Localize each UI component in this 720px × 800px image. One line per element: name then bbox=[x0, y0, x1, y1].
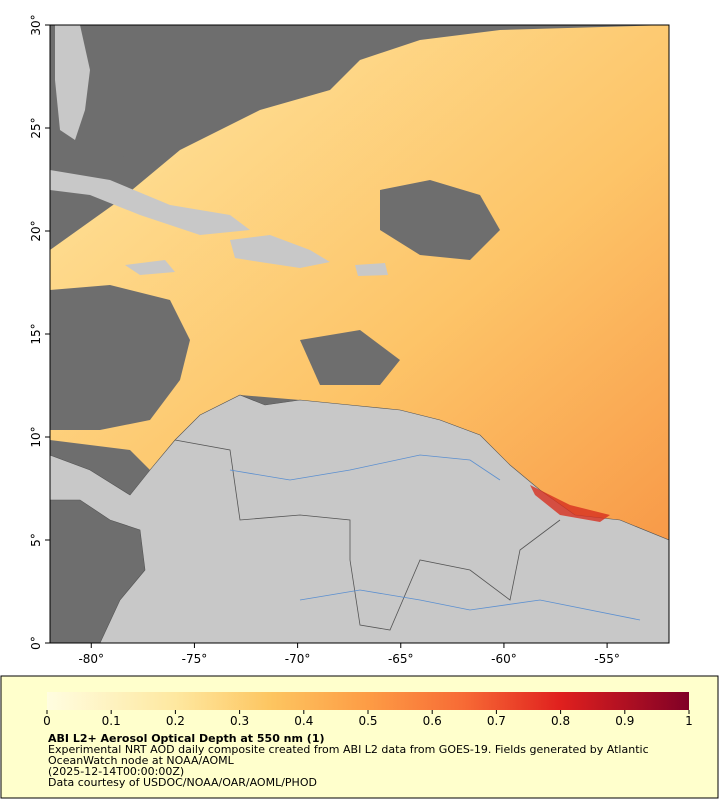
land bbox=[355, 263, 388, 276]
caption-title: ABI L2+ Aerosol Optical Depth at 550 nm … bbox=[48, 732, 325, 745]
land bbox=[50, 394, 669, 643]
aerosol-gap bbox=[50, 25, 330, 170]
x-tick-label: -75° bbox=[182, 652, 208, 666]
y-tick-label: 25° bbox=[29, 117, 43, 138]
land bbox=[230, 235, 330, 268]
colorbar-tick-label: 0 bbox=[43, 714, 51, 728]
y-tick-label: 15° bbox=[29, 323, 43, 344]
colorbar bbox=[47, 692, 689, 710]
y-tick-label: 5° bbox=[29, 533, 43, 547]
colorbar-tick-label: 0.9 bbox=[615, 714, 634, 728]
colorbar-tick-label: 0.8 bbox=[551, 714, 570, 728]
aerosol-gap bbox=[50, 285, 190, 430]
aerosol-gap bbox=[300, 330, 400, 385]
border bbox=[174, 439, 561, 631]
x-tick-label: -55° bbox=[594, 652, 620, 666]
aerosol-gap bbox=[380, 180, 500, 260]
caption-line: Data courtesy of USDOC/NOAA/OAR/AOML/PHO… bbox=[48, 776, 317, 789]
colorbar-tick-label: 0.6 bbox=[423, 714, 442, 728]
land bbox=[55, 25, 90, 140]
caption-line: (2025-12-14T00:00:00Z) bbox=[48, 765, 184, 778]
river bbox=[229, 454, 501, 481]
river bbox=[299, 589, 641, 621]
x-tick-label: -70° bbox=[285, 652, 311, 666]
caption-line: OceanWatch node at NOAA/AOML bbox=[48, 754, 235, 767]
land bbox=[50, 170, 250, 235]
land bbox=[125, 260, 175, 275]
map bbox=[50, 25, 669, 643]
caption-line: Experimental NRT AOD daily composite cre… bbox=[48, 743, 649, 756]
high-aod-streak bbox=[530, 485, 610, 522]
colorbar-tick-label: 0.4 bbox=[294, 714, 313, 728]
colorbar-tick-label: 1 bbox=[685, 714, 693, 728]
colorbar-tick-label: 0.7 bbox=[487, 714, 506, 728]
x-tick-label: -80° bbox=[78, 652, 104, 666]
colorbar-tick-label: 0.2 bbox=[166, 714, 185, 728]
y-tick-label: 20° bbox=[29, 220, 43, 241]
x-tick-label: -65° bbox=[388, 652, 414, 666]
colorbar-tick-label: 0.5 bbox=[358, 714, 377, 728]
y-tick-label: 30° bbox=[29, 14, 43, 35]
aerosol-area bbox=[50, 25, 669, 540]
colorbar-tick-label: 0.3 bbox=[230, 714, 249, 728]
y-tick-label: 0° bbox=[29, 636, 43, 650]
x-tick-label: -60° bbox=[491, 652, 517, 666]
colorbar-tick-label: 0.1 bbox=[102, 714, 121, 728]
y-tick-label: 10° bbox=[29, 426, 43, 447]
